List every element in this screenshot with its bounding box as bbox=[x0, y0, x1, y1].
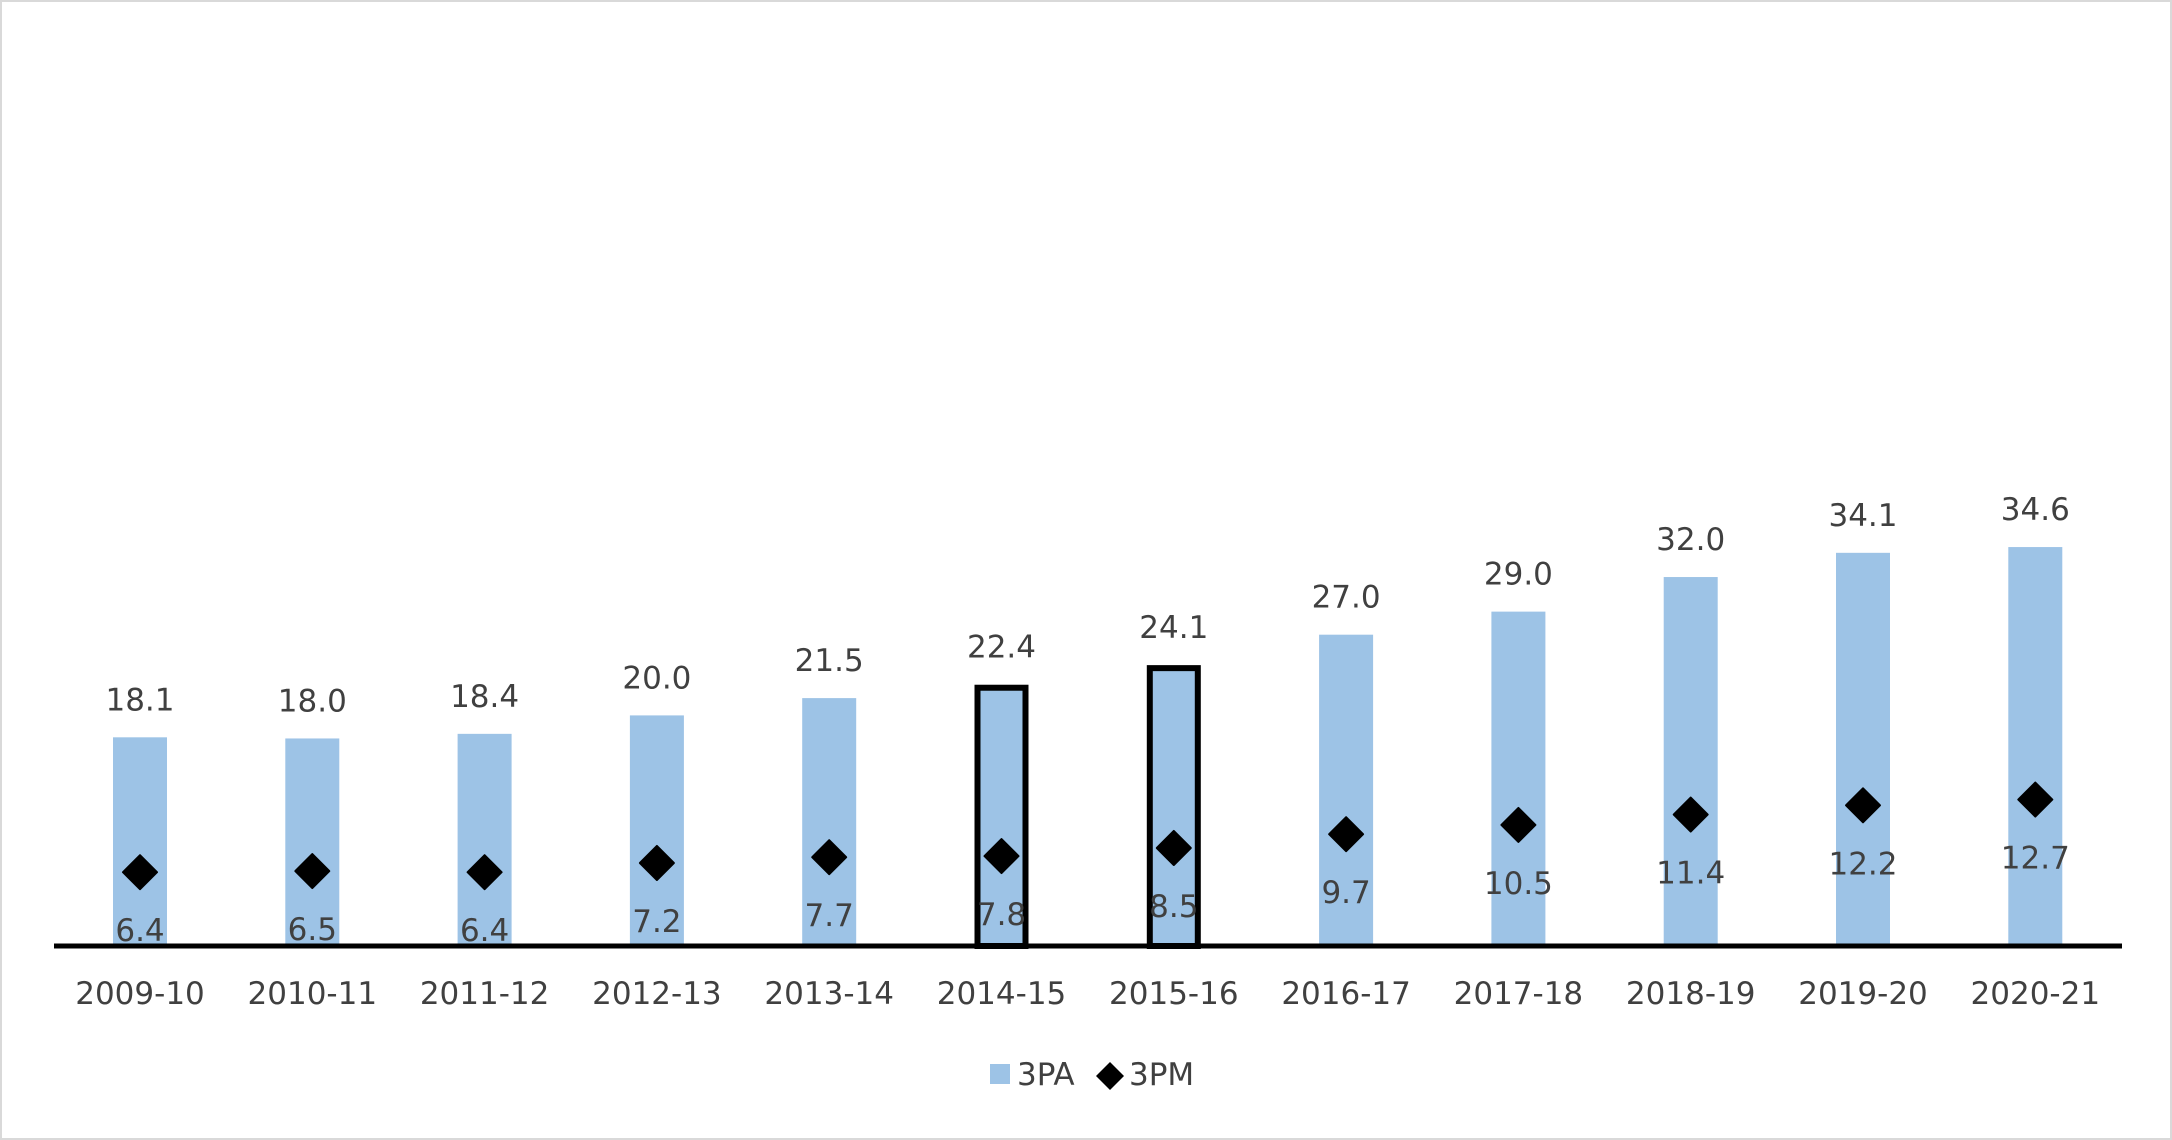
bar-3pa-2013-14 bbox=[802, 698, 857, 946]
x-tick-2010-11: 2010-11 bbox=[248, 976, 378, 1012]
marker-3pm-2017-18 bbox=[1500, 806, 1537, 843]
marker-label-2019-20: 12.2 bbox=[1828, 846, 1897, 882]
bar-series-3pa bbox=[113, 547, 2063, 950]
marker-3pm-2013-14 bbox=[811, 839, 848, 876]
marker-value-labels: 6.4 6.5 6.4 7.2 7.7 7.8 8.5 9.7 10.5 11.4 12.2 12.7 bbox=[115, 841, 2069, 950]
marker-label-2010-11: 6.5 bbox=[288, 912, 337, 948]
marker-3pm-2011-12 bbox=[466, 854, 503, 891]
bar-label-2013-14: 21.5 bbox=[795, 643, 864, 679]
marker-series-3pm bbox=[122, 781, 2054, 891]
legend: 3PA 3PM bbox=[990, 1057, 1194, 1093]
bar-3pa-2012-13 bbox=[629, 715, 684, 946]
bar-3pa-2019-20 bbox=[1836, 552, 1890, 946]
x-tick-2018-19: 2018-19 bbox=[1626, 976, 1756, 1012]
x-tick-2009-10: 2009-10 bbox=[75, 976, 205, 1012]
x-tick-2014-15: 2014-15 bbox=[937, 976, 1067, 1012]
x-tick-2019-20: 2019-20 bbox=[1798, 976, 1928, 1012]
bar-label-2014-15: 22.4 bbox=[967, 630, 1036, 666]
x-tick-2013-14: 2013-14 bbox=[764, 976, 894, 1012]
marker-3pm-2014-15 bbox=[983, 838, 1020, 875]
bar-label-2017-18: 29.0 bbox=[1484, 557, 1553, 593]
bar-value-labels: 18.1 18.0 18.4 20.0 21.5 22.4 24.1 27.0 29.0 32.0… bbox=[105, 492, 2069, 719]
bar-3pa-2014-15-highlighted bbox=[974, 684, 1029, 950]
bar-label-2020-21: 34.6 bbox=[2001, 492, 2070, 528]
bar-3pa-2009-10 bbox=[113, 737, 167, 946]
bar-3pa-2015-16-highlighted bbox=[1146, 665, 1201, 949]
marker-label-2011-12: 6.4 bbox=[460, 913, 509, 949]
marker-3pm-2016-17 bbox=[1328, 816, 1365, 853]
bar-label-2015-16: 24.1 bbox=[1139, 610, 1208, 646]
bar-3pa-2011-12 bbox=[457, 733, 512, 946]
marker-3pm-2009-10 bbox=[122, 854, 158, 891]
marker-label-2009-10: 6.4 bbox=[115, 913, 164, 949]
bar-label-2016-17: 27.0 bbox=[1312, 580, 1381, 616]
marker-label-2015-16: 8.5 bbox=[1149, 889, 1198, 925]
marker-3pm-2012-13 bbox=[638, 844, 675, 881]
marker-label-2016-17: 9.7 bbox=[1321, 875, 1370, 911]
marker-3pm-2018-19 bbox=[1672, 796, 1709, 833]
marker-label-2014-15: 7.8 bbox=[977, 897, 1026, 933]
x-tick-2011-12: 2011-12 bbox=[420, 976, 550, 1012]
bar-label-2018-19: 32.0 bbox=[1656, 522, 1725, 558]
marker-3pm-2019-20 bbox=[1845, 787, 1881, 824]
x-tick-2015-16: 2015-16 bbox=[1109, 976, 1239, 1012]
marker-3pm-2020-21 bbox=[2017, 781, 2054, 818]
bar-label-2012-13: 20.0 bbox=[622, 660, 691, 696]
legend-3pm-label: 3PM bbox=[1129, 1057, 1194, 1093]
legend-3pm-marker bbox=[1096, 1062, 1124, 1090]
bar-label-2019-20: 34.1 bbox=[1828, 498, 1897, 534]
marker-label-2013-14: 7.7 bbox=[805, 898, 854, 934]
bar-3pa-2017-18 bbox=[1491, 611, 1546, 946]
bar-3pa-2016-17 bbox=[1319, 634, 1374, 946]
x-axis-tick-labels: 2009-10 2010-11 2011-12 2012-13 2013-14 2014-… bbox=[75, 976, 2100, 1012]
marker-3pm-2010-11 bbox=[294, 853, 331, 890]
marker-label-2020-21: 12.7 bbox=[2001, 841, 2070, 877]
bar-3pa-2020-21 bbox=[2008, 547, 2063, 946]
bar-3pa-2010-11 bbox=[285, 738, 340, 946]
marker-label-2017-18: 10.5 bbox=[1484, 866, 1553, 902]
x-tick-2012-13: 2012-13 bbox=[592, 976, 722, 1012]
bar-label-2010-11: 18.0 bbox=[278, 683, 347, 719]
x-tick-2017-18: 2017-18 bbox=[1454, 976, 1584, 1012]
bar-3pa-2018-19 bbox=[1663, 577, 1718, 946]
marker-label-2018-19: 11.4 bbox=[1656, 856, 1725, 892]
bar-label-2011-12: 18.4 bbox=[450, 679, 519, 715]
bar-label-2009-10: 18.1 bbox=[105, 682, 174, 718]
x-tick-2020-21: 2020-21 bbox=[1971, 976, 2101, 1012]
x-tick-2016-17: 2016-17 bbox=[1281, 976, 1411, 1012]
marker-3pm-2015-16 bbox=[1155, 829, 1192, 866]
marker-label-2012-13: 7.2 bbox=[632, 904, 681, 940]
legend-3pa-swatch bbox=[990, 1064, 1010, 1084]
legend-3pa-label: 3PA bbox=[1017, 1057, 1075, 1093]
